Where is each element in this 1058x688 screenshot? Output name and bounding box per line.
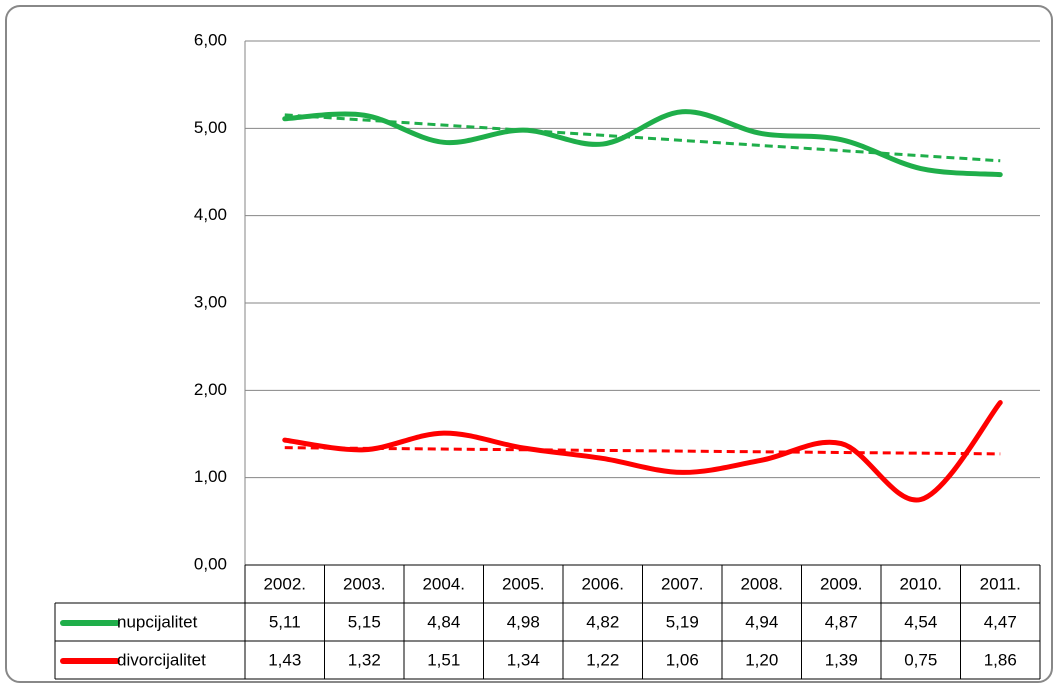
table-value: 4,94 [745, 612, 778, 631]
table-value: 4,87 [825, 612, 858, 631]
table-value: 4,47 [984, 612, 1017, 631]
chart-frame [5, 5, 1053, 683]
table-value: 1,34 [507, 650, 540, 669]
x-tick-label: 2006. [581, 574, 624, 593]
table-value: 1,51 [427, 650, 460, 669]
x-tick-label: 2011. [980, 574, 1021, 593]
table-value: 0,75 [904, 650, 937, 669]
legend-label: divorcijalitet [117, 650, 206, 669]
table-value: 1,06 [666, 650, 699, 669]
table-value: 1,20 [745, 650, 778, 669]
y-tick-label: 3,00 [194, 292, 227, 311]
trend-line [284, 113, 1001, 163]
table-value: 5,11 [269, 612, 301, 631]
x-tick-label: 2008. [740, 574, 783, 593]
table-value: 4,98 [507, 612, 540, 631]
y-tick-label: 1,00 [194, 467, 227, 486]
table-value: 5,19 [666, 612, 699, 631]
y-tick-label: 0,00 [194, 554, 227, 573]
table-value: 1,86 [984, 650, 1017, 669]
table-value: 4,82 [586, 612, 619, 631]
y-tick-label: 6,00 [194, 30, 227, 49]
table-value: 1,22 [586, 650, 619, 669]
series-line [282, 400, 1003, 503]
x-tick-label: 2003. [343, 574, 386, 593]
table-value: 1,43 [268, 650, 301, 669]
table-value: 4,54 [904, 612, 937, 631]
x-tick-label: 2005. [502, 574, 545, 593]
table-value: 5,15 [348, 612, 381, 631]
trend-line [284, 446, 1001, 456]
x-tick-label: 2002. [263, 574, 306, 593]
series-line [282, 109, 1003, 178]
y-tick-label: 4,00 [194, 205, 227, 224]
y-tick-label: 2,00 [194, 380, 227, 399]
x-tick-label: 2009. [820, 574, 863, 593]
y-tick-label: 5,00 [194, 118, 227, 137]
table-value: 1,39 [825, 650, 858, 669]
x-tick-label: 2007. [661, 574, 704, 593]
x-tick-label: 2010. [899, 574, 942, 593]
legend-label: nupcijalitet [117, 612, 198, 631]
x-tick-label: 2004. [422, 574, 465, 593]
table-value: 1,32 [348, 650, 381, 669]
table-value: 4,84 [427, 612, 460, 631]
